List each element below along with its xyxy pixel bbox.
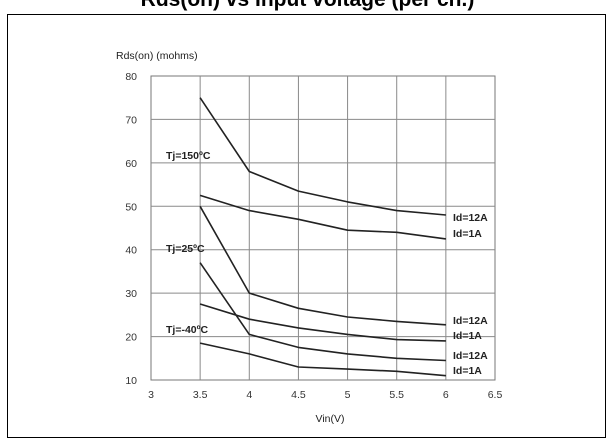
y-tick-label: 80 bbox=[125, 71, 137, 83]
annotation-id12a-25: Id=12A bbox=[453, 315, 488, 327]
series-line-4 bbox=[199, 262, 446, 362]
series-line-1 bbox=[199, 97, 446, 216]
y-tick-label: 10 bbox=[125, 375, 137, 387]
annotation-id1a-25: Id=1A bbox=[453, 330, 482, 342]
series-line-5 bbox=[199, 303, 446, 342]
y-tick-label: 70 bbox=[125, 114, 137, 126]
y-tick-label: 60 bbox=[125, 158, 137, 170]
plot-area bbox=[150, 75, 496, 381]
y-tick-label: 40 bbox=[125, 245, 137, 257]
annotation-tj25: Tj=25ºC bbox=[166, 243, 205, 255]
series-line-3 bbox=[199, 205, 446, 326]
y-axis-label: Rds(on) (mohms) bbox=[116, 50, 198, 62]
annotation-tj150: Tj=150ºC bbox=[166, 150, 211, 162]
annotation-tjm40: Tj=-40ºC bbox=[166, 324, 208, 336]
annotation-id1a-150: Id=1A bbox=[453, 228, 482, 240]
y-tick-label: 50 bbox=[125, 201, 137, 213]
annotation-id12a-150: Id=12A bbox=[453, 212, 488, 224]
x-tick-label: 3 bbox=[148, 389, 154, 401]
annotation-id12a-m40: Id=12A bbox=[453, 350, 488, 362]
annotation-id1a-m40: Id=1A bbox=[453, 365, 482, 377]
page-title: Rds(on) vs Input voltage (per ch.) bbox=[0, 0, 615, 12]
y-tick-label: 20 bbox=[125, 332, 137, 344]
x-tick-label: 4 bbox=[246, 389, 252, 401]
x-tick-label: 5.5 bbox=[389, 389, 404, 401]
x-tick-label: 6 bbox=[443, 389, 449, 401]
series-line-2 bbox=[199, 194, 447, 240]
x-axis-label: Vin(V) bbox=[316, 413, 345, 425]
x-tick-label: 6.5 bbox=[488, 389, 503, 401]
x-tick-label: 3.5 bbox=[193, 389, 208, 401]
chart-frame bbox=[7, 14, 606, 438]
y-tick-label: 30 bbox=[125, 288, 137, 300]
series-line-6 bbox=[199, 342, 446, 377]
x-tick-label: 5 bbox=[345, 389, 351, 401]
x-tick-label: 4.5 bbox=[291, 389, 306, 401]
